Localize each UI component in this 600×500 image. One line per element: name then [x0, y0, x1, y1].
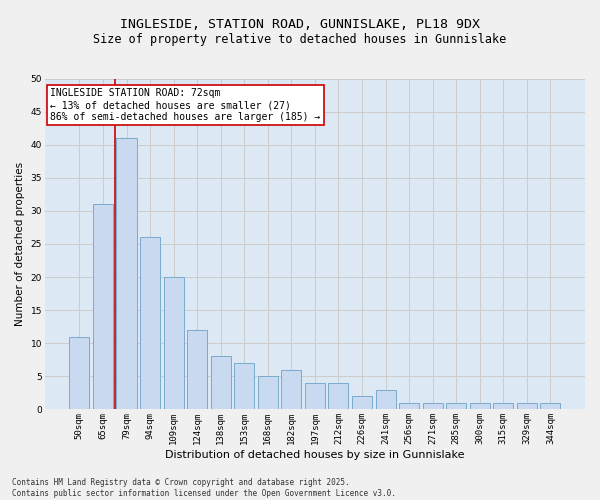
X-axis label: Distribution of detached houses by size in Gunnislake: Distribution of detached houses by size …	[165, 450, 464, 460]
Bar	[422, 403, 443, 409]
Bar	[93, 204, 113, 410]
Bar	[352, 396, 372, 409]
Bar	[493, 403, 514, 409]
Bar	[187, 330, 207, 409]
Text: INGLESIDE STATION ROAD: 72sqm
← 13% of detached houses are smaller (27)
86% of s: INGLESIDE STATION ROAD: 72sqm ← 13% of d…	[50, 88, 320, 122]
Bar	[517, 403, 537, 409]
Bar	[281, 370, 301, 410]
Text: Contains HM Land Registry data © Crown copyright and database right 2025.
Contai: Contains HM Land Registry data © Crown c…	[12, 478, 396, 498]
Bar	[116, 138, 137, 409]
Bar	[376, 390, 395, 409]
Bar	[164, 277, 184, 409]
Bar	[258, 376, 278, 410]
Bar	[446, 403, 466, 409]
Bar	[328, 383, 349, 409]
Text: INGLESIDE, STATION ROAD, GUNNISLAKE, PL18 9DX: INGLESIDE, STATION ROAD, GUNNISLAKE, PL1…	[120, 18, 480, 30]
Bar	[305, 383, 325, 409]
Bar	[541, 403, 560, 409]
Bar	[70, 336, 89, 409]
Text: Size of property relative to detached houses in Gunnislake: Size of property relative to detached ho…	[94, 32, 506, 46]
Y-axis label: Number of detached properties: Number of detached properties	[15, 162, 25, 326]
Bar	[211, 356, 231, 410]
Bar	[399, 403, 419, 409]
Bar	[234, 363, 254, 410]
Bar	[140, 238, 160, 410]
Bar	[470, 403, 490, 409]
